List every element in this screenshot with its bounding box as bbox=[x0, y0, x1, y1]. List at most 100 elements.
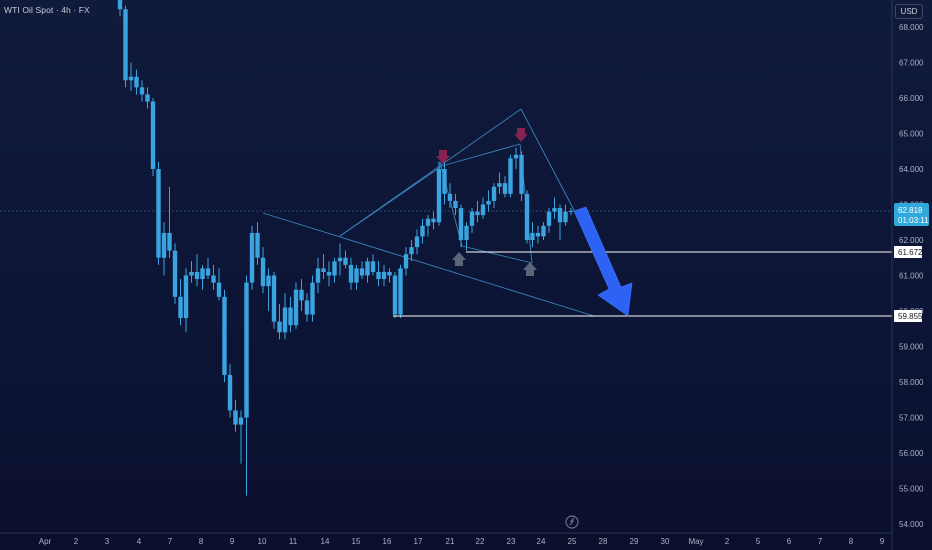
candle-body bbox=[398, 268, 403, 315]
x-tick-label: 16 bbox=[383, 537, 392, 546]
candle bbox=[123, 5, 128, 88]
y-tick-label: 61.000 bbox=[899, 272, 924, 281]
candle bbox=[150, 98, 156, 177]
candle-body bbox=[332, 261, 337, 276]
candle bbox=[475, 200, 480, 223]
candle-body bbox=[266, 275, 271, 287]
candle-body bbox=[392, 275, 398, 315]
candle bbox=[139, 80, 145, 102]
candle bbox=[359, 261, 365, 280]
x-tick-label: 5 bbox=[756, 537, 761, 546]
candle-body bbox=[326, 271, 332, 276]
candle-body bbox=[365, 261, 370, 276]
candle-body bbox=[277, 321, 282, 333]
candle-body bbox=[568, 210, 574, 212]
candle bbox=[194, 254, 200, 287]
arrow-up-icon bbox=[452, 252, 537, 276]
candle-body bbox=[425, 218, 431, 226]
x-tick-label: 8 bbox=[849, 537, 854, 546]
candle-body bbox=[255, 232, 260, 258]
x-tick-label: 3 bbox=[105, 537, 110, 546]
candle bbox=[161, 222, 167, 276]
candle bbox=[381, 264, 387, 287]
candle bbox=[557, 204, 563, 240]
x-tick-label: 8 bbox=[199, 537, 204, 546]
candle-body bbox=[348, 264, 354, 283]
candle bbox=[128, 62, 134, 91]
candle bbox=[233, 399, 238, 432]
candle-body bbox=[139, 87, 145, 95]
candle bbox=[541, 222, 546, 240]
x-tick-label: May bbox=[688, 537, 703, 546]
candle bbox=[497, 172, 502, 194]
y-tick-label: 66.000 bbox=[899, 94, 924, 103]
candle-body bbox=[249, 232, 255, 283]
candle bbox=[156, 161, 161, 265]
candle bbox=[293, 282, 299, 329]
candle bbox=[271, 271, 277, 329]
arrow-down-icon bbox=[436, 128, 528, 164]
candle bbox=[387, 268, 392, 283]
candle-body bbox=[304, 300, 310, 315]
candle bbox=[222, 289, 227, 382]
candle-body bbox=[293, 289, 299, 326]
candle bbox=[458, 204, 464, 248]
candle bbox=[491, 183, 497, 209]
candle-body bbox=[513, 154, 519, 159]
current-price-tag: 62.818 01:03:11 bbox=[894, 203, 929, 226]
candle-body bbox=[354, 268, 359, 283]
countdown-value: 01:03:11 bbox=[898, 216, 929, 225]
y-tick-label: 68.000 bbox=[899, 23, 924, 32]
candle-body bbox=[288, 307, 293, 326]
x-tick-label: 29 bbox=[630, 537, 639, 546]
candle bbox=[249, 225, 255, 290]
candle-body bbox=[211, 275, 216, 283]
candle-body bbox=[530, 232, 535, 240]
candle bbox=[348, 257, 354, 290]
candle bbox=[200, 264, 205, 290]
candle bbox=[403, 247, 409, 276]
time-axis[interactable]: Apr 2 3 4 7 8 9 10 11 14 15 16 17 21 22 23 24 25 28 29 30 May… bbox=[39, 537, 885, 546]
candle-body bbox=[458, 208, 464, 240]
candle-body bbox=[343, 257, 348, 265]
candle-body bbox=[442, 169, 447, 194]
candle-body bbox=[519, 154, 524, 194]
price-axis[interactable]: 68.00067.00066.00065.00064.00063.00062.0… bbox=[899, 23, 924, 529]
candle bbox=[502, 176, 508, 198]
candle bbox=[172, 243, 178, 304]
candle-body bbox=[321, 268, 326, 272]
x-tick-label: 7 bbox=[818, 537, 823, 546]
candle bbox=[513, 147, 519, 169]
candle-body bbox=[150, 101, 156, 169]
candle-body bbox=[414, 236, 420, 248]
candle bbox=[425, 215, 431, 237]
candle bbox=[304, 293, 310, 322]
candle-body bbox=[244, 282, 249, 418]
currency-button[interactable]: USD bbox=[895, 4, 923, 19]
candle-body bbox=[227, 374, 233, 411]
big-arrow-down-icon bbox=[573, 206, 633, 317]
candle-body bbox=[216, 282, 222, 297]
candle-body bbox=[145, 94, 150, 102]
x-tick-label: 24 bbox=[537, 537, 546, 546]
x-tick-label: 2 bbox=[74, 537, 79, 546]
x-tick-label: 22 bbox=[476, 537, 485, 546]
y-tick-label: 56.000 bbox=[899, 449, 924, 458]
tradingview-logo-icon bbox=[565, 515, 579, 529]
x-tick-label: 25 bbox=[568, 537, 577, 546]
candle bbox=[552, 197, 557, 219]
candle-body bbox=[167, 232, 172, 251]
candle bbox=[244, 275, 249, 496]
candle bbox=[442, 161, 447, 205]
candle-body bbox=[128, 76, 134, 81]
candle-body bbox=[563, 211, 568, 223]
y-tick-label: 64.000 bbox=[899, 165, 924, 174]
candle bbox=[134, 69, 139, 95]
candle-body bbox=[431, 218, 436, 223]
candle bbox=[315, 257, 321, 294]
candle bbox=[277, 303, 282, 340]
candle bbox=[436, 161, 442, 226]
candle bbox=[546, 208, 552, 233]
